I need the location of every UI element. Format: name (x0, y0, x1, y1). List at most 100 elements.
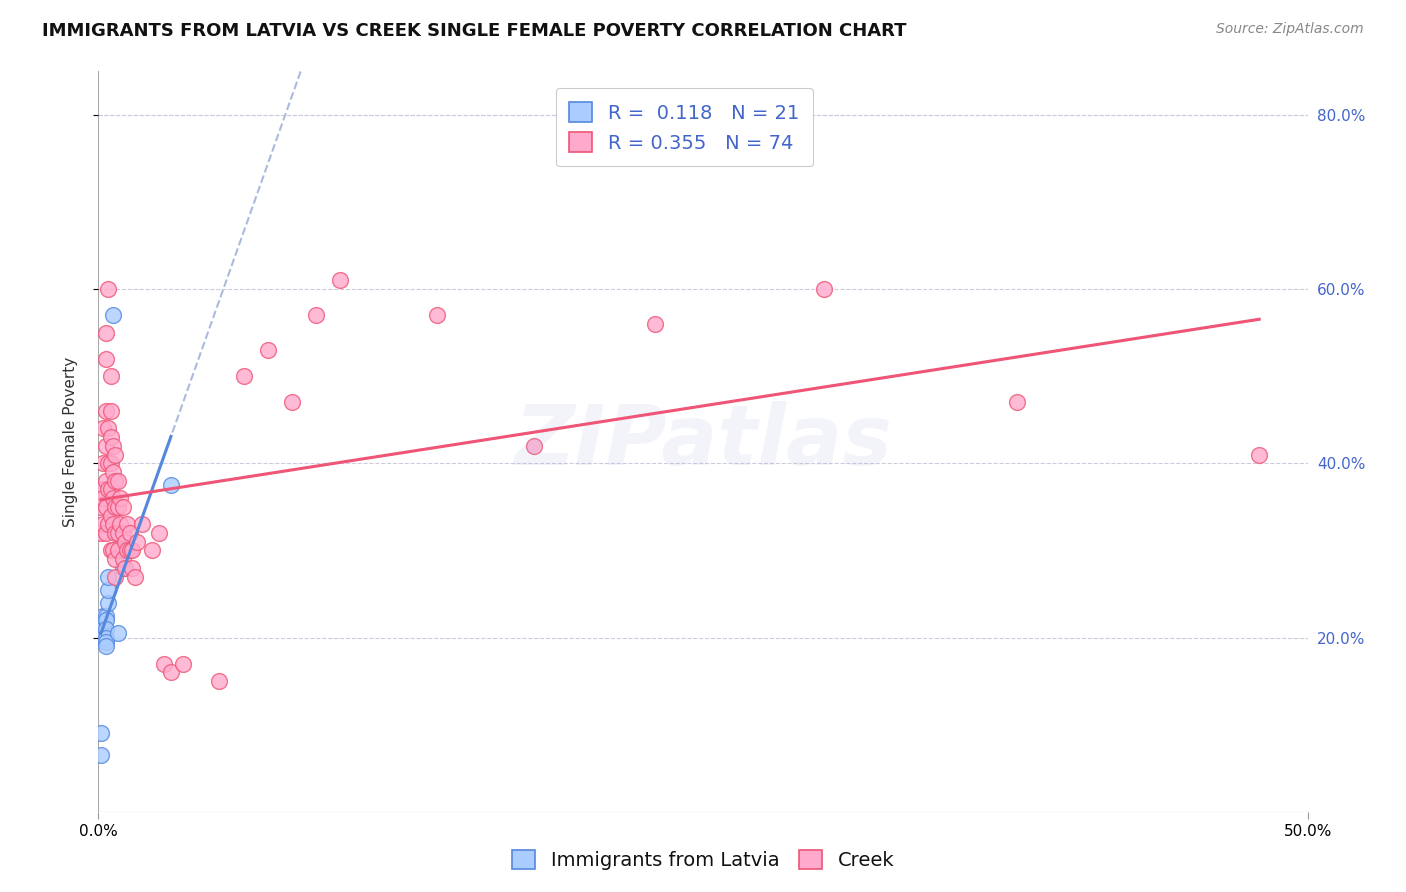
Point (108, 491, 131, 505)
Point (101, 517, 124, 532)
Point (118, 526, 141, 541)
Point (281, 395, 304, 409)
Point (94, 608, 117, 623)
Point (118, 543, 141, 558)
Point (94, 351, 117, 366)
Point (94, 500, 117, 514)
Point (90, 526, 112, 541)
Point (100, 483, 122, 497)
Point (104, 569, 127, 583)
Point (101, 465, 124, 479)
Point (97, 596, 120, 610)
Point (101, 308, 124, 322)
Text: IMMIGRANTS FROM LATVIA VS CREEK SINGLE FEMALE POVERTY CORRELATION CHART: IMMIGRANTS FROM LATVIA VS CREEK SINGLE F… (42, 22, 907, 40)
Point (94, 639, 117, 653)
Point (426, 308, 449, 322)
Point (141, 543, 163, 558)
Point (101, 491, 124, 505)
Point (114, 561, 136, 575)
Point (91, 608, 114, 623)
Point (91, 421, 114, 435)
Point (107, 474, 129, 488)
Point (104, 552, 127, 566)
Point (90, 483, 112, 497)
Point (131, 517, 153, 532)
Point (91, 617, 114, 632)
Point (100, 456, 122, 470)
Point (91, 622, 114, 636)
Point (91, 456, 114, 470)
Point (94, 613, 117, 627)
Point (160, 478, 183, 492)
Point (94, 326, 117, 340)
Point (148, 526, 170, 541)
Point (100, 369, 122, 384)
Point (104, 500, 127, 514)
Point (329, 273, 352, 287)
Point (256, 343, 278, 357)
Point (97, 421, 120, 435)
Point (100, 430, 122, 444)
Point (91, 517, 114, 532)
Point (644, 317, 666, 331)
Point (114, 534, 136, 549)
Point (111, 552, 134, 566)
Point (1249, 448, 1271, 462)
Point (107, 500, 129, 514)
Point (91, 491, 114, 505)
Text: Source: ZipAtlas.com: Source: ZipAtlas.com (1216, 22, 1364, 37)
Point (97, 282, 120, 296)
Point (111, 526, 134, 541)
Point (117, 543, 139, 558)
Point (94, 635, 117, 649)
Point (97, 582, 120, 597)
Point (90, 500, 112, 514)
Point (813, 282, 835, 296)
Point (97, 569, 120, 583)
Point (97, 483, 120, 497)
Point (107, 526, 129, 541)
Point (104, 448, 127, 462)
Point (100, 508, 122, 523)
Point (91, 631, 114, 645)
Point (232, 369, 254, 384)
Point (121, 543, 143, 558)
Point (523, 439, 546, 453)
Point (94, 474, 117, 488)
Point (108, 517, 131, 532)
Point (104, 474, 127, 488)
Point (111, 543, 134, 558)
Point (124, 569, 146, 583)
Point (94, 404, 117, 418)
Y-axis label: Single Female Poverty: Single Female Poverty (63, 357, 77, 526)
Point (107, 543, 129, 558)
Point (90, 726, 112, 740)
Point (97, 456, 120, 470)
Point (90, 748, 112, 763)
Point (104, 526, 127, 541)
Point (172, 657, 194, 671)
Point (111, 500, 134, 514)
Point (1007, 395, 1029, 409)
Point (94, 439, 117, 453)
Legend: R =  0.118   N = 21, R = 0.355   N = 74: R = 0.118 N = 21, R = 0.355 N = 74 (555, 88, 813, 167)
Point (152, 657, 174, 671)
Point (100, 404, 122, 418)
Point (208, 674, 231, 689)
Point (305, 308, 328, 322)
Point (101, 439, 124, 453)
Point (117, 517, 139, 532)
Text: ZIPatlas: ZIPatlas (515, 401, 891, 482)
Point (94, 631, 117, 645)
Point (107, 626, 129, 640)
Legend: Immigrants from Latvia, Creek: Immigrants from Latvia, Creek (503, 842, 903, 878)
Point (97, 517, 120, 532)
Point (94, 526, 117, 541)
Point (91, 617, 114, 632)
Point (94, 622, 117, 636)
Point (121, 561, 143, 575)
Point (111, 561, 134, 575)
Point (100, 543, 122, 558)
Point (101, 543, 124, 558)
Point (160, 665, 183, 680)
